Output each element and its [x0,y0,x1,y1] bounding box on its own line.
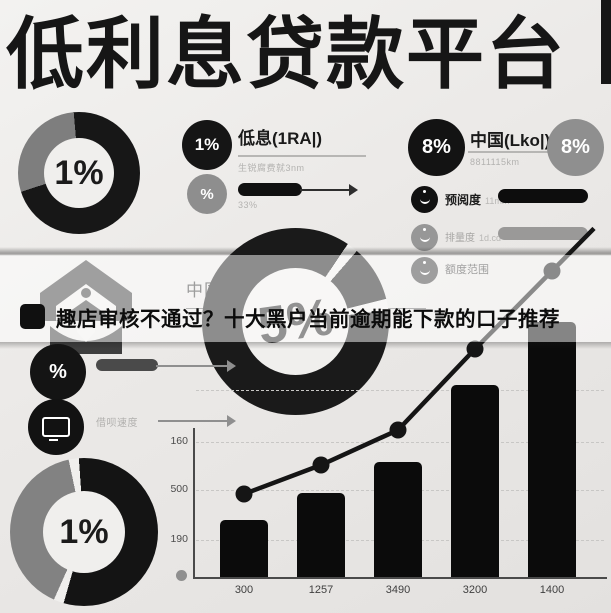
speed-label: 借呗速度 [96,418,138,429]
y-axis-tick: 500 [170,483,188,495]
arrow-right-icon [227,360,236,372]
china-right-badge: 8% [547,119,604,176]
monitor-icon [28,399,84,455]
china-subtitle: 8811115km [470,157,520,167]
donut-value: 1% [54,153,104,192]
y-axis-tick: 160 [170,435,188,447]
arrow-right-icon [156,365,228,367]
line-data-point [312,456,330,474]
arrow-right-icon [227,415,236,427]
stat-row-2-text: 排量度 [445,233,475,244]
china-title: 中国(Lko|) [470,131,551,150]
rate-bar [238,183,302,196]
headline-bullet [20,304,45,329]
low-interest-title: 低息(1RA|) [238,129,323,148]
headline-text: 趣店审核不通过？十大黑户当前逾期能下款的口子推荐 [56,308,560,331]
bar [451,385,499,577]
x-axis-tick: 1400 [539,584,565,596]
stat-row-1-text: 预阅度 [445,193,482,207]
axis-origin-dot [176,570,187,581]
bar [297,493,345,577]
arrow-right-icon [158,420,228,422]
x-axis-tick: 3490 [385,584,411,596]
bar [528,322,576,577]
band-shadow [0,342,611,349]
page-title: 低利息贷款平台 [6,10,567,98]
x-axis-tick: 3200 [462,584,488,596]
title-edge-bar [601,0,611,84]
rate-note: 33% [238,200,258,210]
bar [374,462,422,577]
low-interest-badge: 1% [182,120,232,170]
line-data-point [235,485,253,503]
donut-chart-bottom-left: 1% [10,458,158,606]
y-axis-tick: 190 [170,533,188,545]
stat-row-1-sub: 11mm [485,196,510,206]
bar [220,520,268,577]
y-axis-line [193,428,195,578]
stat-bar-1 [498,189,588,203]
arrow-right-icon [300,189,350,191]
stat-row-label: 预阅度 11mm [445,191,509,208]
arrow-right-icon [349,184,358,196]
percent-icon: % [30,344,86,400]
stat-bar-2 [498,227,588,240]
low-interest-subtitle: 生锐腐费就3nm [238,163,305,173]
divider [238,155,366,157]
percent-icon: % [187,174,227,214]
x-axis-tick: 300 [234,584,254,596]
stat-row-label: 排量度 1d.cd [445,229,501,244]
donut-chart-top-left: 1% [18,112,140,234]
x-axis-tick: 1257 [308,584,334,596]
metric-bar [96,359,158,371]
smiley-icon [411,186,438,213]
china-left-badge: 8% [408,119,465,176]
divider [468,151,580,153]
x-axis-line [193,577,607,579]
donut-value: 1% [59,512,109,551]
line-data-point [389,421,407,439]
